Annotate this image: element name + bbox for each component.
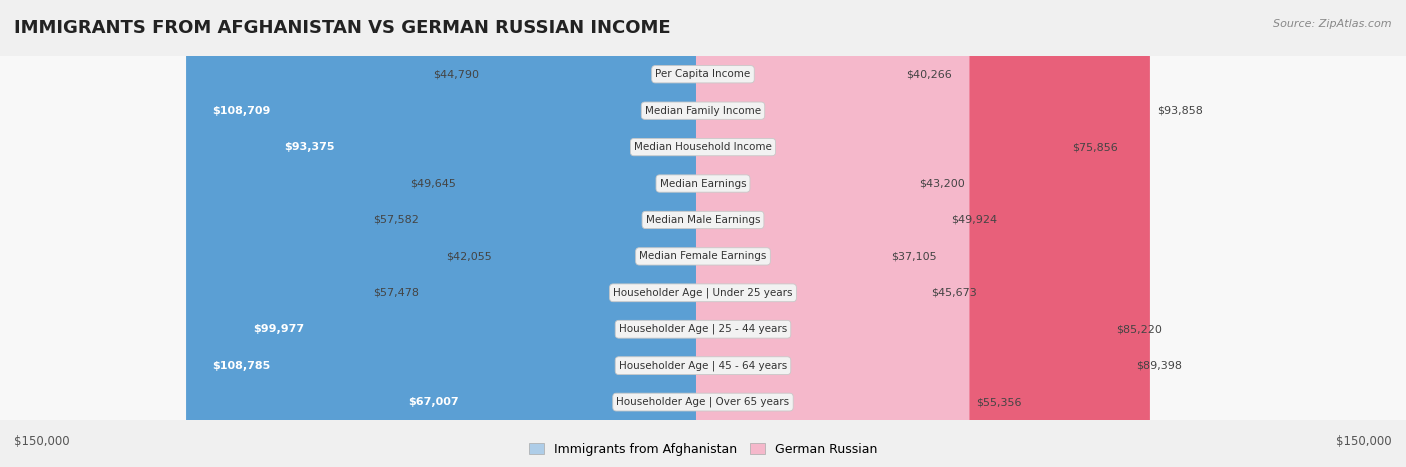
Text: Per Capita Income: Per Capita Income bbox=[655, 69, 751, 79]
Text: $37,105: $37,105 bbox=[891, 251, 936, 262]
FancyBboxPatch shape bbox=[486, 0, 710, 467]
Text: $108,785: $108,785 bbox=[212, 361, 270, 371]
FancyBboxPatch shape bbox=[186, 0, 710, 467]
Text: Median Male Earnings: Median Male Earnings bbox=[645, 215, 761, 225]
Text: $89,398: $89,398 bbox=[1136, 361, 1182, 371]
FancyBboxPatch shape bbox=[696, 0, 970, 467]
Text: $45,673: $45,673 bbox=[931, 288, 977, 298]
Text: Householder Age | 45 - 64 years: Householder Age | 45 - 64 years bbox=[619, 361, 787, 371]
Text: $40,266: $40,266 bbox=[905, 69, 952, 79]
Text: Householder Age | Under 25 years: Householder Age | Under 25 years bbox=[613, 288, 793, 298]
FancyBboxPatch shape bbox=[696, 0, 912, 467]
Text: $57,582: $57,582 bbox=[373, 215, 419, 225]
FancyBboxPatch shape bbox=[696, 0, 884, 467]
Text: $93,858: $93,858 bbox=[1157, 106, 1202, 116]
FancyBboxPatch shape bbox=[228, 0, 710, 467]
FancyBboxPatch shape bbox=[382, 0, 710, 467]
FancyBboxPatch shape bbox=[696, 0, 924, 467]
Text: $150,000: $150,000 bbox=[14, 435, 70, 448]
FancyBboxPatch shape bbox=[696, 0, 1129, 467]
Legend: Immigrants from Afghanistan, German Russian: Immigrants from Afghanistan, German Russ… bbox=[524, 438, 882, 461]
Text: $43,200: $43,200 bbox=[920, 178, 966, 189]
Text: Householder Age | Over 65 years: Householder Age | Over 65 years bbox=[616, 397, 790, 407]
Text: $93,375: $93,375 bbox=[284, 142, 335, 152]
Text: Median Household Income: Median Household Income bbox=[634, 142, 772, 152]
Text: Median Family Income: Median Family Income bbox=[645, 106, 761, 116]
Text: $57,478: $57,478 bbox=[374, 288, 419, 298]
FancyBboxPatch shape bbox=[464, 0, 710, 467]
FancyBboxPatch shape bbox=[259, 0, 710, 467]
Text: $150,000: $150,000 bbox=[1336, 435, 1392, 448]
Text: Householder Age | 25 - 44 years: Householder Age | 25 - 44 years bbox=[619, 324, 787, 334]
Text: $67,007: $67,007 bbox=[408, 397, 458, 407]
Text: $49,924: $49,924 bbox=[950, 215, 997, 225]
FancyBboxPatch shape bbox=[426, 0, 710, 467]
Text: Source: ZipAtlas.com: Source: ZipAtlas.com bbox=[1274, 19, 1392, 28]
Text: $55,356: $55,356 bbox=[977, 397, 1022, 407]
FancyBboxPatch shape bbox=[187, 0, 710, 467]
FancyBboxPatch shape bbox=[426, 0, 710, 467]
FancyBboxPatch shape bbox=[499, 0, 710, 467]
FancyBboxPatch shape bbox=[696, 0, 1066, 467]
Text: $108,709: $108,709 bbox=[212, 106, 270, 116]
Text: $49,645: $49,645 bbox=[411, 178, 457, 189]
Text: $42,055: $42,055 bbox=[446, 251, 492, 262]
Text: Median Female Earnings: Median Female Earnings bbox=[640, 251, 766, 262]
FancyBboxPatch shape bbox=[696, 0, 943, 467]
Text: $44,790: $44,790 bbox=[433, 69, 479, 79]
Text: Median Earnings: Median Earnings bbox=[659, 178, 747, 189]
Text: $99,977: $99,977 bbox=[253, 324, 304, 334]
FancyBboxPatch shape bbox=[696, 0, 1109, 467]
Text: $85,220: $85,220 bbox=[1116, 324, 1163, 334]
FancyBboxPatch shape bbox=[696, 0, 898, 467]
Text: IMMIGRANTS FROM AFGHANISTAN VS GERMAN RUSSIAN INCOME: IMMIGRANTS FROM AFGHANISTAN VS GERMAN RU… bbox=[14, 19, 671, 37]
Text: $75,856: $75,856 bbox=[1073, 142, 1118, 152]
FancyBboxPatch shape bbox=[696, 0, 1150, 467]
